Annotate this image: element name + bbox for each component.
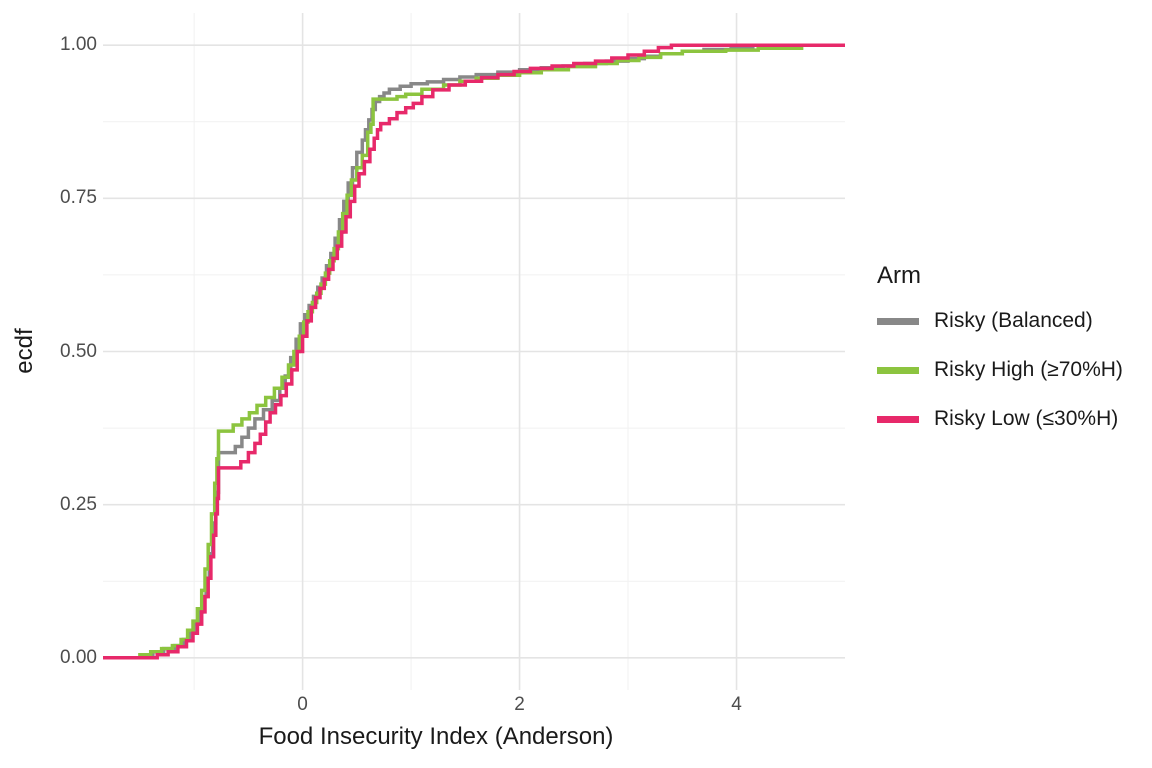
y-tick-label: 0.00 — [60, 646, 97, 668]
legend-entry-0: Risky (Balanced) — [877, 307, 1123, 335]
x-tick-label: 4 — [731, 694, 742, 715]
legend-key-line-icon — [877, 415, 919, 423]
y-axis-title: ecdf — [11, 328, 38, 374]
legend-entry-label: Risky (Balanced) — [934, 309, 1093, 332]
y-tick-label: 0.25 — [60, 493, 97, 515]
legend-entry-1: Risky High (≥70%H) — [877, 356, 1123, 384]
legend: Arm Risky (Balanced) Risky High (≥70%H) Ri… — [877, 261, 1123, 454]
legend-entry-2: Risky Low (≤30%H) — [877, 405, 1123, 433]
y-tick-label: 1.00 — [60, 34, 97, 56]
legend-title: Arm — [877, 262, 921, 289]
x-axis-title: Food Insecurity Index (Anderson) — [258, 723, 614, 750]
legend-entries: Risky (Balanced) Risky High (≥70%H) Risky … — [877, 307, 1123, 454]
legend-entry-label: Risky Low (≤30%H) — [934, 407, 1119, 430]
x-tick-label: 2 — [514, 694, 525, 715]
legend-key-line-icon — [877, 366, 919, 374]
x-tick-label: 0 — [297, 694, 308, 715]
legend-entry-label: Risky High (≥70%H) — [934, 358, 1123, 381]
legend-key-line-icon — [877, 317, 919, 325]
ecdf-curve-2 — [103, 43, 845, 660]
y-tick-label: 0.75 — [60, 187, 97, 209]
y-tick-label: 0.50 — [60, 340, 97, 362]
